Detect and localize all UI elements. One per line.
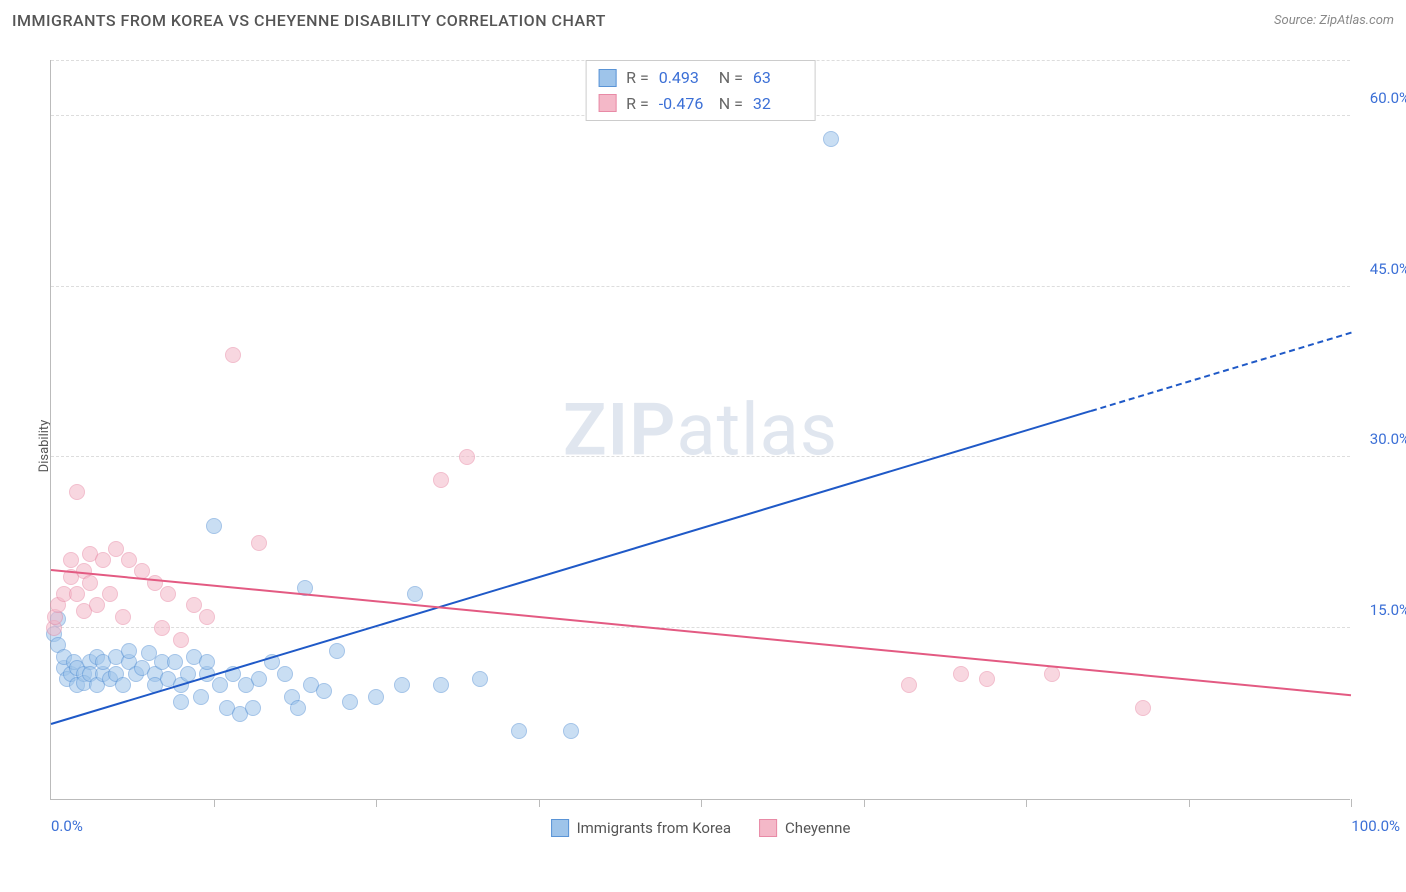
data-point[interactable] [167,654,183,670]
data-point[interactable] [82,575,98,591]
data-point[interactable] [251,671,267,687]
data-point[interactable] [69,586,85,602]
data-point[interactable] [173,694,189,710]
data-point[interactable] [108,541,124,557]
r-value-cheyenne: -0.476 [659,91,709,117]
chart-title: IMMIGRANTS FROM KOREA VS CHEYENNE DISABI… [12,11,606,30]
data-point[interactable] [95,552,111,568]
swatch-cheyenne [598,94,616,112]
r-value-korea: 0.493 [659,65,709,91]
gridline [51,456,1350,457]
data-point[interactable] [186,597,202,613]
data-point[interactable] [368,689,384,705]
swatch-korea [598,69,616,87]
x-tick [701,799,702,807]
swatch-korea [551,819,569,837]
gridline [51,627,1350,628]
n-value-korea: 63 [753,65,803,91]
data-point[interactable] [407,586,423,602]
legend-row-korea: R = 0.493 N = 63 [598,65,803,91]
gridline [51,286,1350,287]
data-point[interactable] [199,609,215,625]
y-tick-label: 30.0% [1370,430,1406,448]
data-point[interactable] [245,700,261,716]
x-tick [214,799,215,807]
x-tick [539,799,540,807]
r-label: R = [626,91,649,117]
legend-item-cheyenne[interactable]: Cheyenne [759,819,850,837]
r-label: R = [626,65,649,91]
data-point[interactable] [979,671,995,687]
data-point[interactable] [316,683,332,699]
data-point[interactable] [69,484,85,500]
correlation-legend: R = 0.493 N = 63 R = -0.476 N = 32 [585,60,816,121]
x-max-label: 100.0% [1351,817,1400,835]
data-point[interactable] [225,347,241,363]
x-tick [376,799,377,807]
data-point[interactable] [953,666,969,682]
data-point[interactable] [160,586,176,602]
n-value-cheyenne: 32 [753,91,803,117]
data-point[interactable] [212,677,228,693]
x-tick [864,799,865,807]
data-point[interactable] [115,609,131,625]
legend-row-cheyenne: R = -0.476 N = 32 [598,91,803,117]
data-point[interactable] [193,689,209,705]
watermark: ZIPatlas [563,387,838,472]
legend-item-korea[interactable]: Immigrants from Korea [551,819,731,837]
data-point[interactable] [823,131,839,147]
data-point[interactable] [206,518,222,534]
trend-line-extrapolated [1091,332,1352,412]
x-min-label: 0.0% [51,817,83,835]
n-label: N = [719,91,743,117]
data-point[interactable] [89,597,105,613]
chart-plot-area: ZIPatlas R = 0.493 N = 63 R = -0.476 N =… [50,60,1350,800]
data-point[interactable] [342,694,358,710]
data-point[interactable] [290,700,306,716]
data-point[interactable] [563,723,579,739]
data-point[interactable] [459,449,475,465]
x-tick [1189,799,1190,807]
source-label: Source: ZipAtlas.com [1274,13,1394,28]
data-point[interactable] [102,586,118,602]
y-tick-label: 45.0% [1370,260,1406,278]
data-point[interactable] [394,677,410,693]
data-point[interactable] [472,671,488,687]
data-point[interactable] [511,723,527,739]
data-point[interactable] [329,643,345,659]
data-point[interactable] [154,620,170,636]
data-point[interactable] [433,472,449,488]
data-point[interactable] [251,535,267,551]
swatch-cheyenne [759,819,777,837]
data-point[interactable] [901,677,917,693]
n-label: N = [719,65,743,91]
data-point[interactable] [199,654,215,670]
data-point[interactable] [121,643,137,659]
series-name-cheyenne: Cheyenne [785,819,850,837]
data-point[interactable] [277,666,293,682]
series-legend: Immigrants from Korea Cheyenne [551,819,851,837]
data-point[interactable] [433,677,449,693]
series-name-korea: Immigrants from Korea [577,819,731,837]
data-point[interactable] [1044,666,1060,682]
data-point[interactable] [115,677,131,693]
x-tick [1026,799,1027,807]
y-tick-label: 15.0% [1370,601,1406,619]
data-point[interactable] [1135,700,1151,716]
x-tick [1351,799,1352,807]
y-tick-label: 60.0% [1370,89,1406,107]
data-point[interactable] [173,632,189,648]
